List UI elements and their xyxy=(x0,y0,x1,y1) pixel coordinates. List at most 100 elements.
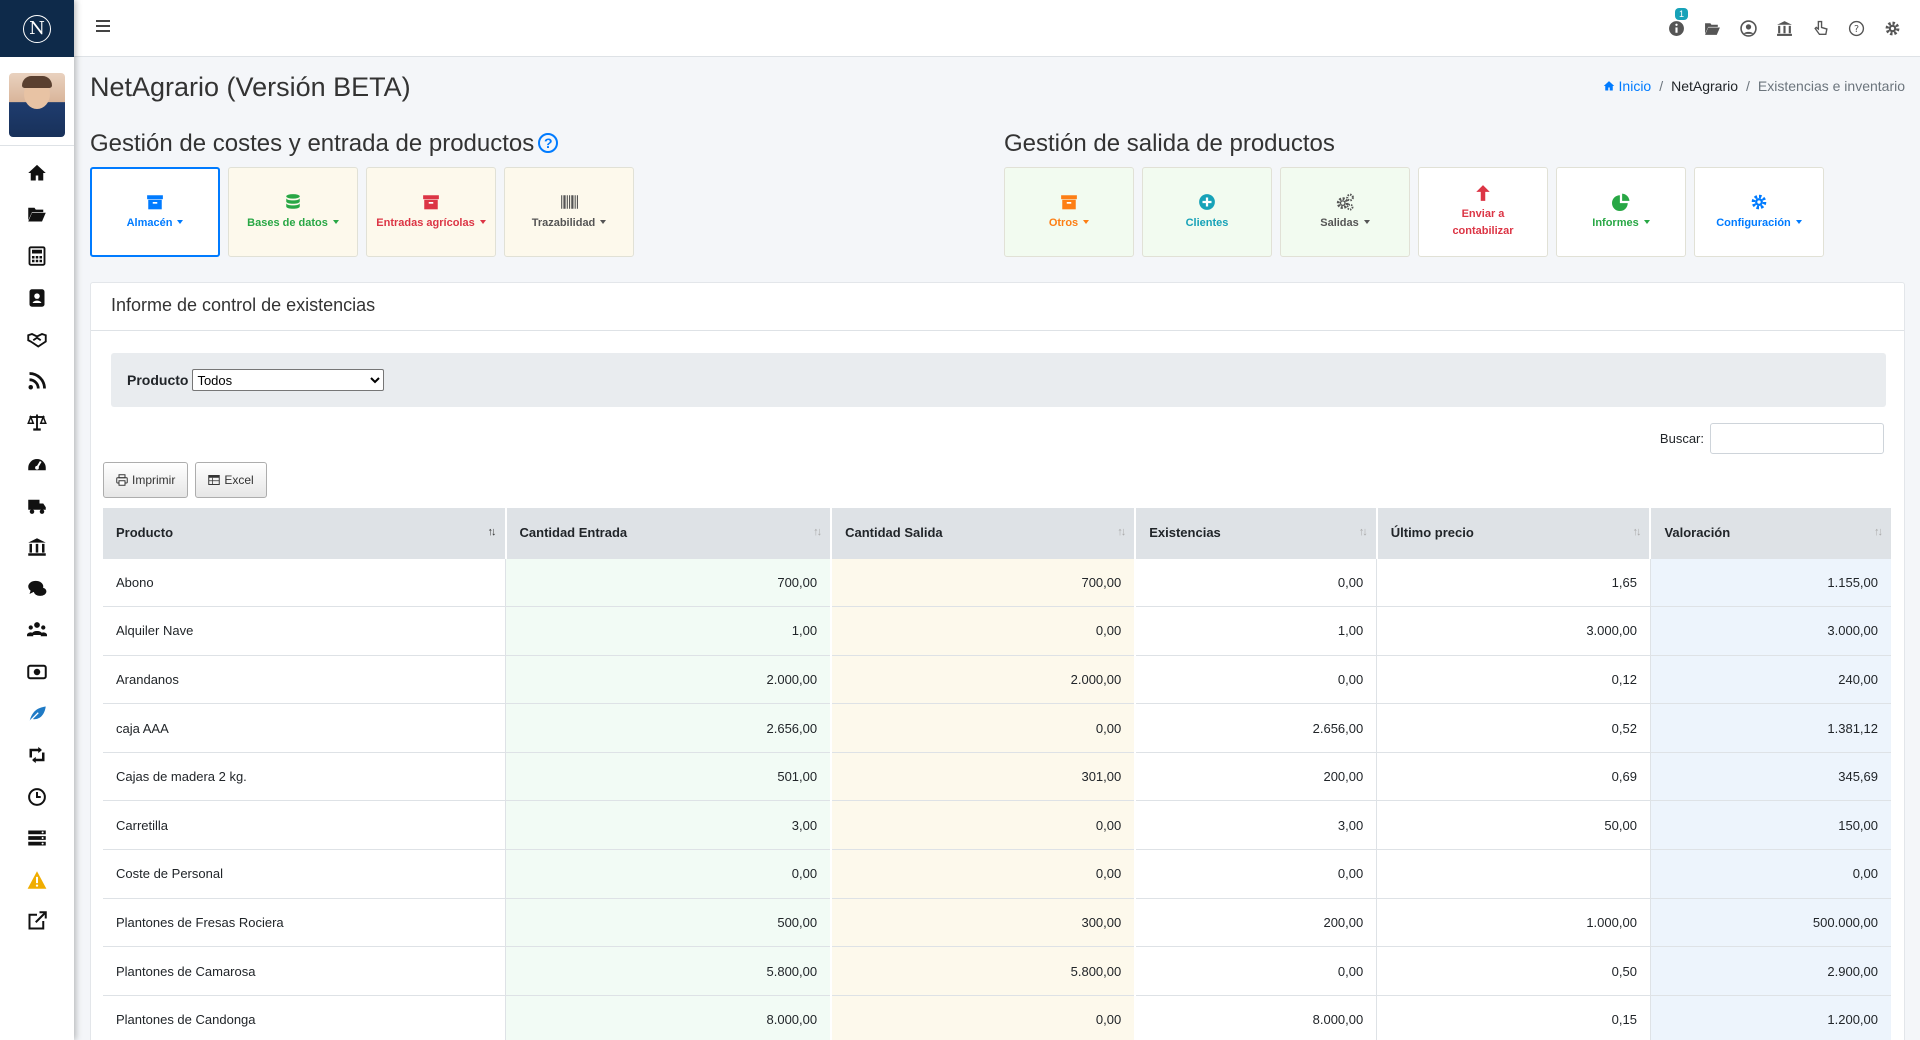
sort-icon: ↑↓ xyxy=(1117,526,1126,538)
cell-valuation: 500.000,00 xyxy=(1650,898,1893,948)
user-circle-icon[interactable] xyxy=(1730,14,1766,42)
cell-quantity-in: 5.800,00 xyxy=(505,946,833,996)
users-icon xyxy=(27,622,47,637)
sidebar-leaf-link[interactable] xyxy=(0,693,74,735)
export-buttons: Imprimir Excel xyxy=(103,462,267,498)
breadcrumb-home[interactable]: Inicio xyxy=(1603,78,1652,94)
sidebar-money-link[interactable] xyxy=(0,651,74,693)
cell-last-price: 3.000,00 xyxy=(1376,606,1651,656)
arrow-up-icon xyxy=(1476,185,1490,201)
question-circle-icon[interactable]: ? xyxy=(1838,14,1874,42)
sidebar-balance-scale-link[interactable] xyxy=(0,402,74,444)
breadcrumb-separator: / xyxy=(1746,78,1750,94)
sidebar-contact-book-link[interactable] xyxy=(0,277,74,319)
table-row[interactable]: Coste de Personal 0,00 0,00 0,00 0,00 xyxy=(103,849,1893,899)
cell-quantity-out: 2.000,00 xyxy=(831,655,1137,705)
cell-product: caja AAA xyxy=(103,703,507,753)
column-header[interactable]: Producto ↑↓ xyxy=(103,508,507,558)
breadcrumb: Inicio / NetAgrario / Existencias e inve… xyxy=(1603,78,1905,94)
sidebar-dashboard-link[interactable] xyxy=(0,443,74,485)
entrada-section-title-text: Gestión de costes y entrada de productos xyxy=(90,130,535,157)
tile-label: Entradas agrícolas xyxy=(376,216,475,229)
column-header[interactable]: Cantidad Entrada ↑↓ xyxy=(505,508,833,558)
tile-clientes[interactable]: Clientes xyxy=(1142,167,1272,257)
hand-pointer-icon[interactable] xyxy=(1802,14,1838,42)
sidebar-rss-link[interactable] xyxy=(0,360,74,402)
brand[interactable]: N xyxy=(0,0,74,57)
plus-circle-icon xyxy=(1199,193,1215,210)
table-row[interactable]: Cajas de madera 2 kg. 501,00 301,00 200,00 0… xyxy=(103,752,1893,802)
sidebar-bank-link[interactable] xyxy=(0,526,74,568)
sidebar-handshake-link[interactable] xyxy=(0,318,74,360)
sidebar-external-link-link[interactable] xyxy=(0,901,74,943)
comments-icon xyxy=(28,580,47,596)
sidebar-server-link[interactable] xyxy=(0,818,74,860)
bank-icon[interactable] xyxy=(1766,14,1802,42)
table-row[interactable]: caja AAA 2.656,00 0,00 2.656,00 0,52 1.381,12 xyxy=(103,703,1893,753)
cell-last-price: 0,15 xyxy=(1376,995,1651,1040)
column-header[interactable]: Valoración ↑↓ xyxy=(1650,508,1893,558)
folder-open-icon[interactable] xyxy=(1694,14,1730,42)
tile-configuracion[interactable]: Configuración xyxy=(1694,167,1824,257)
tile-label: Informes xyxy=(1592,216,1639,229)
print-button[interactable]: Imprimir xyxy=(103,462,189,498)
search-input[interactable] xyxy=(1710,423,1884,454)
gear-icon xyxy=(1751,194,1767,209)
column-header[interactable]: Cantidad Salida ↑↓ xyxy=(831,508,1137,558)
sidebar-retweet-link[interactable] xyxy=(0,734,74,776)
table-row[interactable]: Abono 700,00 700,00 0,00 1,65 1.155,00 xyxy=(103,557,1893,608)
help-icon[interactable]: ? xyxy=(538,133,559,153)
sidebar-folder-open-link[interactable] xyxy=(0,194,74,236)
table-row[interactable]: Arandanos 2.000,00 2.000,00 0,00 0,12 240,00 xyxy=(103,655,1893,705)
tile-salidas[interactable]: Salidas xyxy=(1280,167,1410,257)
sidebar: N xyxy=(0,0,74,1040)
user-avatar[interactable] xyxy=(9,73,65,137)
cell-last-price: 50,00 xyxy=(1376,800,1651,851)
sidebar-clock-link[interactable] xyxy=(0,776,74,818)
column-header[interactable]: Existencias ↑↓ xyxy=(1135,508,1378,558)
product-filter-label: Producto xyxy=(127,372,189,388)
table-row[interactable]: Plantones de Candonga 8.000,00 0,00 8.000,0… xyxy=(103,995,1893,1040)
cell-valuation: 150,00 xyxy=(1650,800,1893,851)
sidebar-truck-link[interactable] xyxy=(0,485,74,527)
breadcrumb-home-label[interactable]: Inicio xyxy=(1618,78,1652,94)
table-row[interactable]: Alquiler Nave 1,00 0,00 1,00 3.000,00 3.000,0… xyxy=(103,606,1893,656)
column-header-label: Cantidad Entrada xyxy=(519,525,628,541)
tile-otros[interactable]: Otros xyxy=(1004,167,1134,257)
sidebar-home-link[interactable] xyxy=(0,152,74,194)
cell-quantity-in: 500,00 xyxy=(505,898,833,948)
notifications-icon[interactable]: 1 xyxy=(1658,8,1694,42)
column-header[interactable]: Último precio ↑↓ xyxy=(1376,508,1652,558)
rss-icon xyxy=(28,371,46,390)
settings-icon[interactable] xyxy=(1874,14,1910,42)
sidebar-warning-link[interactable] xyxy=(0,859,74,901)
tile-informes[interactable]: Informes xyxy=(1556,167,1686,257)
calculator-icon xyxy=(28,246,46,266)
tile-trazabilidad[interactable]: Trazabilidad xyxy=(504,167,634,257)
caret-down-icon xyxy=(1363,219,1370,224)
menu-toggle-icon[interactable] xyxy=(96,20,110,34)
table-row[interactable]: Plantones de Camarosa 5.800,00 5.800,00 0,0… xyxy=(103,946,1893,996)
cell-quantity-out: 0,00 xyxy=(831,849,1137,899)
cell-product: Plantones de Camarosa xyxy=(103,946,507,996)
cell-stock: 0,00 xyxy=(1135,557,1378,608)
breadcrumb-item-current: Existencias e inventario xyxy=(1757,78,1905,94)
table-row[interactable]: Plantones de Fresas Rociera 500,00 300,00 2… xyxy=(103,898,1893,948)
table-row[interactable]: Carretilla 3,00 0,00 3,00 50,00 150,00 xyxy=(103,800,1893,851)
breadcrumb-item-netagrario[interactable]: NetAgrario xyxy=(1671,78,1739,94)
app-logo[interactable]: N xyxy=(23,14,51,43)
tile-bases-de-datos[interactable]: Bases de datos xyxy=(228,167,358,257)
excel-button[interactable]: Excel xyxy=(195,462,267,498)
sidebar-comments-link[interactable] xyxy=(0,568,74,610)
sidebar-users-link[interactable] xyxy=(0,610,74,652)
cell-quantity-out: 0,00 xyxy=(831,995,1137,1040)
cell-quantity-in: 0,00 xyxy=(505,849,833,899)
tile-entradas-agr-colas[interactable]: Entradas agrícolas xyxy=(366,167,496,257)
tile-enviar-a-contabilizar[interactable]: Enviar a contabilizar xyxy=(1418,167,1548,257)
cell-product: Plantones de Candonga xyxy=(103,995,507,1040)
sidebar-calculator-link[interactable] xyxy=(0,235,74,277)
stock-table-wrapper: Producto ↑↓ Cantidad Entrada ↑↓ Cantidad Sal… xyxy=(103,508,1893,1040)
tile-almac-n[interactable]: Almacén xyxy=(90,167,220,257)
tile-label: Trazabilidad xyxy=(531,216,596,229)
product-select[interactable]: Todos xyxy=(192,369,385,391)
